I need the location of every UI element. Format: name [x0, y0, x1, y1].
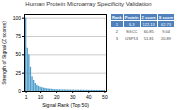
html-text:Human Protein Microarray Speci: Human Protein Microarray Specificity Val… [25, 1, 152, 7]
svg-text:30: 30 [70, 94, 76, 100]
html-text:9.04: 9.04 [162, 28, 170, 34]
html-text:1: 1 [115, 21, 118, 27]
html-text:Rank Protein Z score S score: Rank Protein Z score S score [112, 14, 174, 20]
svg-text:75: 75 [15, 33, 21, 39]
svg-text:Signal Rank (Top 50): Signal Rank (Top 50) [42, 102, 89, 108]
svg-text:50: 50 [15, 51, 21, 57]
html-text:IL3: IL3 [128, 21, 135, 27]
html-text:SGCC: SGCC [125, 28, 138, 34]
svg-text:50: 50 [102, 94, 108, 100]
html-text:60.85: 60.85 [143, 28, 154, 34]
svg-text:Strength of Signal (Z scores): Strength of Signal (Z scores) [1, 21, 7, 85]
html-text:2: 2 [115, 28, 118, 34]
svg-text:25: 25 [15, 70, 21, 76]
html-text:USP13: USP13 [125, 35, 138, 41]
svg-text:100: 100 [13, 15, 22, 21]
svg-text:1: 1 [25, 94, 28, 100]
html-text:51.81: 51.81 [143, 35, 154, 41]
html-text:62.73: 62.73 [161, 21, 171, 27]
html-text:3: 3 [115, 35, 118, 41]
svg-text:10: 10 [38, 94, 44, 100]
html-text:122.13: 122.13 [142, 21, 155, 27]
html-text:20.89: 20.89 [161, 35, 171, 41]
svg-text:20: 20 [54, 94, 60, 100]
svg-text:0: 0 [18, 88, 21, 94]
svg-text:40: 40 [86, 94, 92, 100]
